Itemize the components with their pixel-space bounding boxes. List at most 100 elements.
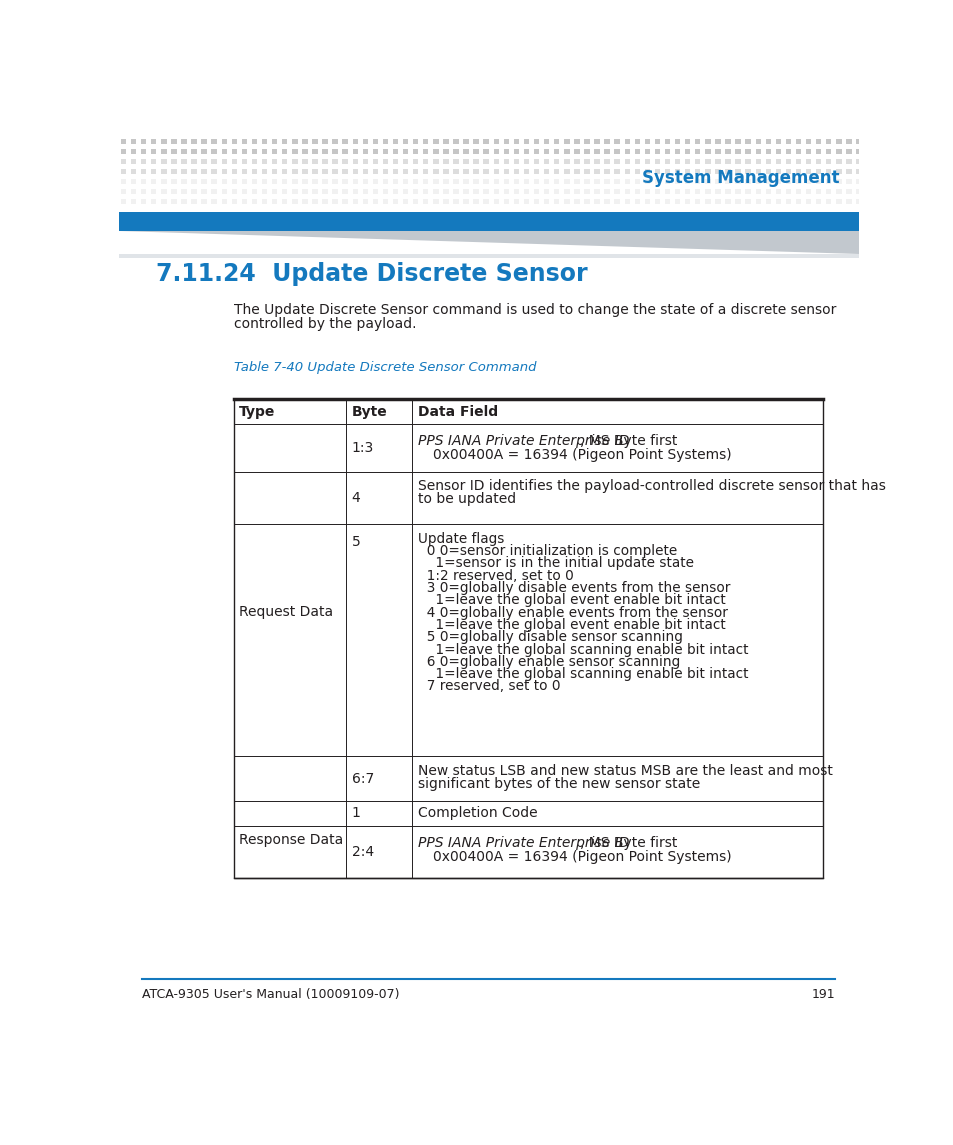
Bar: [644, 149, 649, 155]
Bar: [795, 189, 801, 195]
Bar: [674, 169, 679, 174]
Bar: [815, 179, 821, 184]
Bar: [563, 179, 569, 184]
Bar: [212, 169, 216, 174]
Bar: [644, 199, 649, 205]
Bar: [835, 159, 841, 165]
Bar: [765, 159, 770, 165]
Bar: [724, 159, 730, 165]
Bar: [312, 139, 317, 144]
Bar: [433, 189, 438, 195]
Bar: [353, 159, 357, 165]
Bar: [755, 149, 760, 155]
Bar: [212, 199, 216, 205]
Bar: [393, 149, 397, 155]
Text: ATCA-9305 User's Manual (10009109-07): ATCA-9305 User's Manual (10009109-07): [142, 988, 399, 1001]
Bar: [332, 199, 337, 205]
Bar: [543, 179, 549, 184]
Bar: [534, 189, 538, 195]
Bar: [785, 149, 790, 155]
Bar: [362, 199, 368, 205]
Bar: [342, 139, 348, 144]
Bar: [232, 139, 236, 144]
Bar: [393, 159, 397, 165]
Text: 1:3: 1:3: [352, 441, 374, 455]
Bar: [483, 199, 488, 205]
Bar: [835, 169, 841, 174]
Text: Request Data: Request Data: [239, 606, 334, 619]
Bar: [845, 139, 851, 144]
Bar: [744, 139, 750, 144]
Bar: [322, 199, 328, 205]
Bar: [695, 159, 700, 165]
Bar: [795, 139, 801, 144]
Bar: [493, 149, 498, 155]
Bar: [825, 189, 831, 195]
Bar: [523, 199, 529, 205]
Bar: [674, 189, 679, 195]
Bar: [373, 169, 377, 174]
Bar: [785, 199, 790, 205]
Bar: [322, 169, 328, 174]
Bar: [121, 149, 126, 155]
Bar: [272, 149, 277, 155]
Bar: [362, 149, 368, 155]
Bar: [151, 199, 156, 205]
Bar: [825, 159, 831, 165]
Text: to be updated: to be updated: [417, 492, 516, 506]
Bar: [644, 169, 649, 174]
Bar: [815, 169, 821, 174]
Bar: [393, 179, 397, 184]
Bar: [141, 159, 146, 165]
Bar: [644, 189, 649, 195]
Bar: [453, 139, 458, 144]
Bar: [735, 139, 740, 144]
Bar: [654, 199, 659, 205]
Bar: [563, 159, 569, 165]
Bar: [513, 179, 518, 184]
Bar: [835, 179, 841, 184]
Bar: [393, 169, 397, 174]
Bar: [765, 199, 770, 205]
Text: 7 reserved, set to 0: 7 reserved, set to 0: [417, 679, 559, 694]
Bar: [574, 159, 579, 165]
Bar: [493, 179, 498, 184]
Bar: [815, 139, 821, 144]
Bar: [604, 179, 609, 184]
Bar: [241, 169, 247, 174]
Bar: [302, 149, 307, 155]
Bar: [131, 159, 136, 165]
Bar: [382, 179, 388, 184]
Text: 4 0=globally enable events from the sensor: 4 0=globally enable events from the sens…: [417, 606, 727, 619]
Bar: [241, 199, 247, 205]
Text: 1: 1: [352, 806, 360, 821]
Bar: [594, 139, 599, 144]
Bar: [554, 199, 558, 205]
Bar: [171, 199, 176, 205]
Text: PPS IANA Private Enterprise ID: PPS IANA Private Enterprise ID: [417, 836, 628, 850]
Bar: [121, 159, 126, 165]
Bar: [402, 169, 408, 174]
Bar: [563, 149, 569, 155]
Bar: [443, 139, 448, 144]
Bar: [312, 169, 317, 174]
Text: 1:2 reserved, set to 0: 1:2 reserved, set to 0: [417, 569, 573, 583]
Bar: [563, 199, 569, 205]
Bar: [443, 189, 448, 195]
Bar: [503, 189, 509, 195]
Bar: [312, 159, 317, 165]
Text: 6 0=globally enable sensor scanning: 6 0=globally enable sensor scanning: [417, 655, 679, 669]
Bar: [583, 139, 589, 144]
Bar: [483, 139, 488, 144]
Bar: [332, 169, 337, 174]
Bar: [362, 169, 368, 174]
Bar: [664, 139, 670, 144]
Bar: [422, 189, 428, 195]
Bar: [523, 169, 529, 174]
Bar: [614, 159, 619, 165]
Bar: [856, 179, 861, 184]
Bar: [433, 159, 438, 165]
Bar: [856, 149, 861, 155]
Bar: [785, 159, 790, 165]
Bar: [856, 139, 861, 144]
